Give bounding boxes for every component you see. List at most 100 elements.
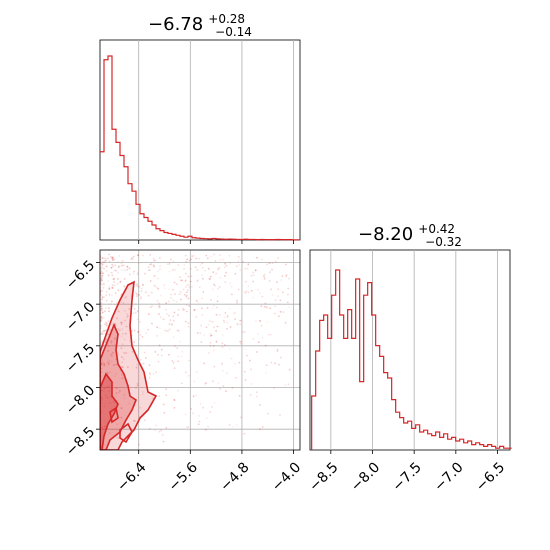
scatter-point — [183, 264, 186, 266]
scatter-point — [100, 333, 102, 336]
scatter-point — [142, 254, 144, 257]
scatter-point — [242, 260, 244, 263]
scatter-point — [250, 368, 252, 371]
bl-ytick-label-1: −7.0 — [63, 299, 98, 334]
scatter-point — [149, 254, 152, 256]
scatter-point — [137, 443, 140, 446]
scatter-point — [234, 318, 237, 321]
scatter-point — [142, 283, 144, 286]
scatter-point — [100, 278, 103, 280]
panel-bottom-right-title: −8.20 +0.42 −0.32 — [358, 218, 462, 249]
scatter-point — [109, 407, 112, 410]
scatter-point — [113, 375, 116, 378]
scatter-point — [108, 293, 111, 296]
scatter-point — [107, 257, 109, 260]
scatter-point — [101, 303, 103, 305]
scatter-point — [134, 302, 137, 305]
panel-bottom-right-frame — [309, 249, 511, 451]
scatter-point — [121, 366, 124, 368]
scatter-point — [194, 266, 197, 268]
scatter-point — [199, 264, 202, 266]
scatter-point — [203, 362, 206, 365]
scatter-point — [264, 305, 267, 308]
scatter-point — [103, 330, 105, 333]
scatter-point — [191, 255, 194, 258]
br-xtick-label-0: −8.5 — [306, 459, 341, 494]
scatter-point — [249, 359, 251, 362]
scatter-point — [105, 323, 108, 325]
scatter-point — [109, 402, 111, 405]
scatter-point — [235, 265, 238, 268]
scatter-point — [108, 288, 111, 290]
scatter-point — [105, 329, 107, 332]
scatter-point — [137, 254, 139, 257]
scatter-point — [247, 263, 250, 266]
scatter-point — [265, 372, 267, 374]
scatter-point — [100, 309, 103, 312]
scatter-point — [103, 364, 105, 367]
scatter-point — [128, 273, 131, 276]
scatter-point — [193, 254, 195, 257]
scatter-point — [246, 267, 249, 270]
scatter-point — [101, 332, 104, 335]
scatter-point — [110, 255, 112, 258]
scatter-point — [109, 371, 111, 374]
scatter-point — [156, 335, 158, 337]
scatter-point — [100, 319, 102, 322]
scatter-point — [244, 267, 247, 270]
scatter-point — [285, 274, 288, 276]
scatter-point — [244, 330, 246, 333]
scatter-point — [112, 258, 114, 260]
scatter-point — [185, 279, 187, 282]
scatter-point — [100, 362, 103, 365]
scatter-point — [126, 265, 129, 268]
scatter-point — [239, 319, 242, 322]
scatter-point — [168, 270, 171, 273]
title-median-2: −8.20 — [358, 224, 413, 245]
scatter-point — [224, 281, 227, 284]
scatter-point — [260, 305, 263, 307]
scatter-point — [179, 291, 182, 293]
scatter-point — [277, 295, 280, 298]
scatter-point — [250, 383, 253, 385]
bl-ytick-label-2: −7.5 — [63, 341, 98, 376]
scatter-point — [284, 321, 287, 324]
scatter-point — [113, 277, 115, 280]
scatter-point — [168, 328, 171, 331]
scatter-point — [117, 271, 119, 274]
scatter-point — [199, 332, 202, 334]
scatter-point — [100, 305, 103, 308]
scatter-point — [197, 279, 200, 281]
scatter-point — [136, 363, 138, 366]
scatter-point — [236, 301, 239, 304]
scatter-point — [219, 387, 222, 390]
scatter-point — [113, 269, 116, 272]
scatter-point — [101, 274, 104, 277]
scatter-point — [162, 318, 165, 321]
scatter-point — [110, 257, 113, 260]
scatter-point — [247, 284, 250, 287]
scatter-point — [142, 362, 144, 365]
scatter-point — [228, 255, 231, 257]
scatter-point — [234, 272, 237, 275]
scatter-point — [278, 363, 280, 366]
scatter-point — [147, 294, 150, 297]
scatter-point — [180, 279, 182, 282]
scatter-point — [102, 386, 105, 389]
scatter-point — [145, 291, 147, 294]
scatter-point — [177, 360, 180, 363]
scatter-point — [127, 366, 129, 368]
scatter-point — [113, 281, 115, 283]
scatter-point — [163, 318, 165, 321]
scatter-point — [263, 306, 266, 308]
scatter-point — [270, 361, 273, 364]
scatter-point — [137, 254, 140, 257]
scatter-point — [280, 356, 282, 359]
scatter-point — [135, 284, 138, 287]
scatter-point — [121, 356, 123, 358]
scatter-point — [173, 281, 176, 284]
scatter-point — [136, 384, 139, 387]
scatter-point — [213, 402, 216, 404]
scatter-point — [141, 393, 144, 396]
scatter-point — [100, 290, 102, 292]
